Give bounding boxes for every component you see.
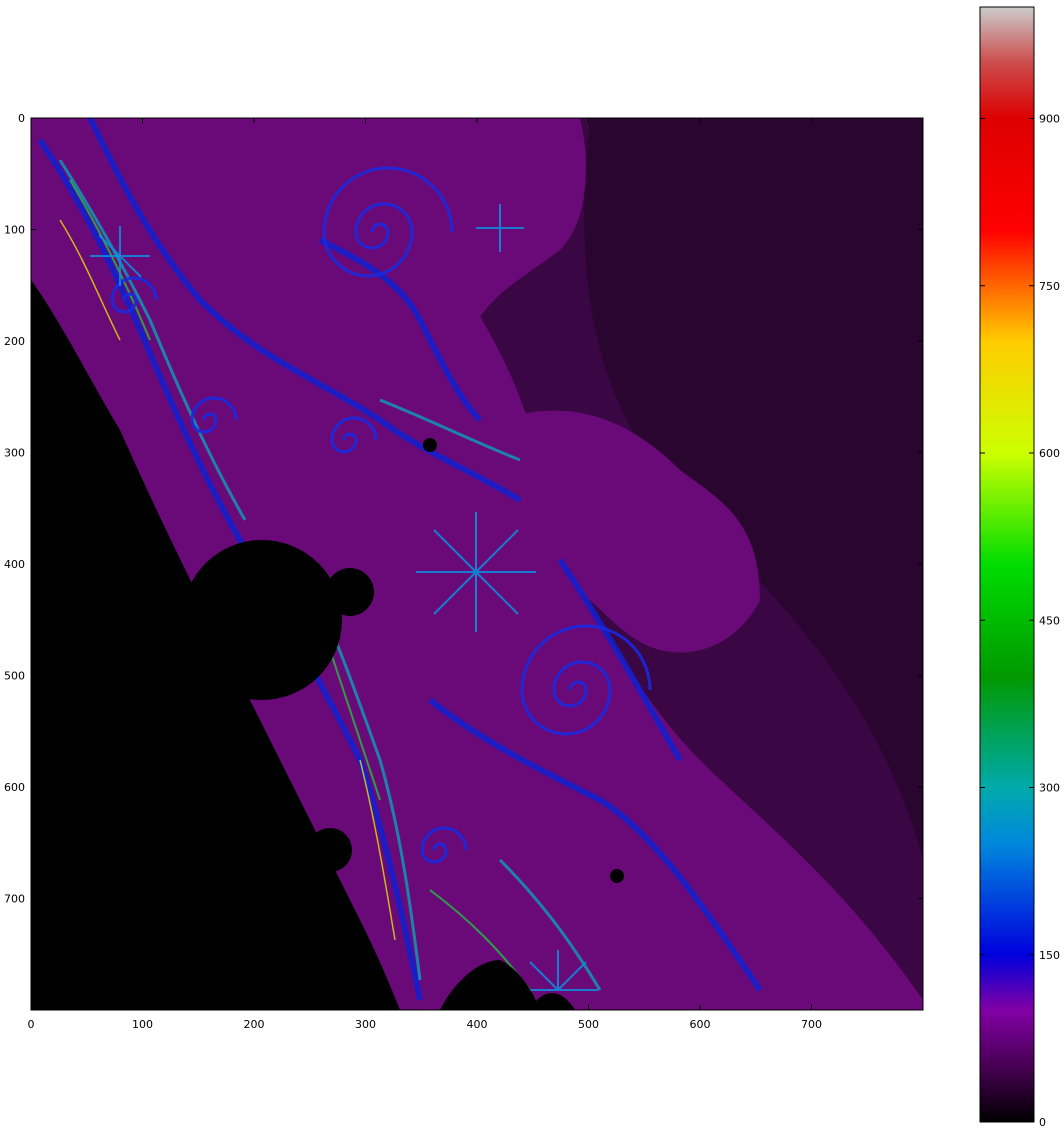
- colorbar-tick-label: 600: [1039, 447, 1060, 460]
- colorbar-tick-label: 300: [1039, 782, 1060, 795]
- colorbar-tick-label: 750: [1039, 280, 1060, 293]
- x-tick-label: 400: [467, 1018, 488, 1031]
- y-tick-label: 400: [4, 558, 25, 571]
- colorbar: 0 150 300 450 600 750 900: [979, 6, 1060, 1129]
- y-tick-label: 600: [4, 781, 25, 794]
- x-axis-ticks: 0 100 200 300 400 500 600 700: [28, 118, 822, 1031]
- colorbar-frame: [979, 6, 1035, 1123]
- x-tick-label: 0: [28, 1018, 35, 1031]
- x-tick-label: 200: [244, 1018, 265, 1031]
- x-tick-label: 500: [578, 1018, 599, 1031]
- x-tick-label: 700: [801, 1018, 822, 1031]
- x-tick-label: 100: [132, 1018, 153, 1031]
- colorbar-tick-label: 150: [1039, 949, 1060, 962]
- colorbar-tick-label: 0: [1039, 1116, 1046, 1129]
- heatmap-axes: 0 100 200 300 400 500 600 700 0 100 200 300 400 500 6…: [4, 112, 924, 1031]
- y-tick-label: 100: [4, 224, 25, 237]
- fractal-image: [31, 118, 923, 1010]
- colorbar-gradient: [980, 7, 1034, 1122]
- y-tick-label: 300: [4, 447, 25, 460]
- y-tick-label: 200: [4, 335, 25, 348]
- colorbar-tick-label: 450: [1039, 614, 1060, 627]
- y-tick-label: 700: [4, 893, 25, 906]
- y-axis-ticks: 0 100 200 300 400 500 600 700: [4, 112, 923, 906]
- x-tick-label: 300: [355, 1018, 376, 1031]
- y-tick-label: 0: [18, 112, 25, 125]
- y-tick-label: 500: [4, 670, 25, 683]
- colorbar-ticks: 0 150 300 450 600 750 900: [980, 113, 1060, 1129]
- colorbar-tick-label: 900: [1039, 113, 1060, 126]
- x-tick-label: 600: [690, 1018, 711, 1031]
